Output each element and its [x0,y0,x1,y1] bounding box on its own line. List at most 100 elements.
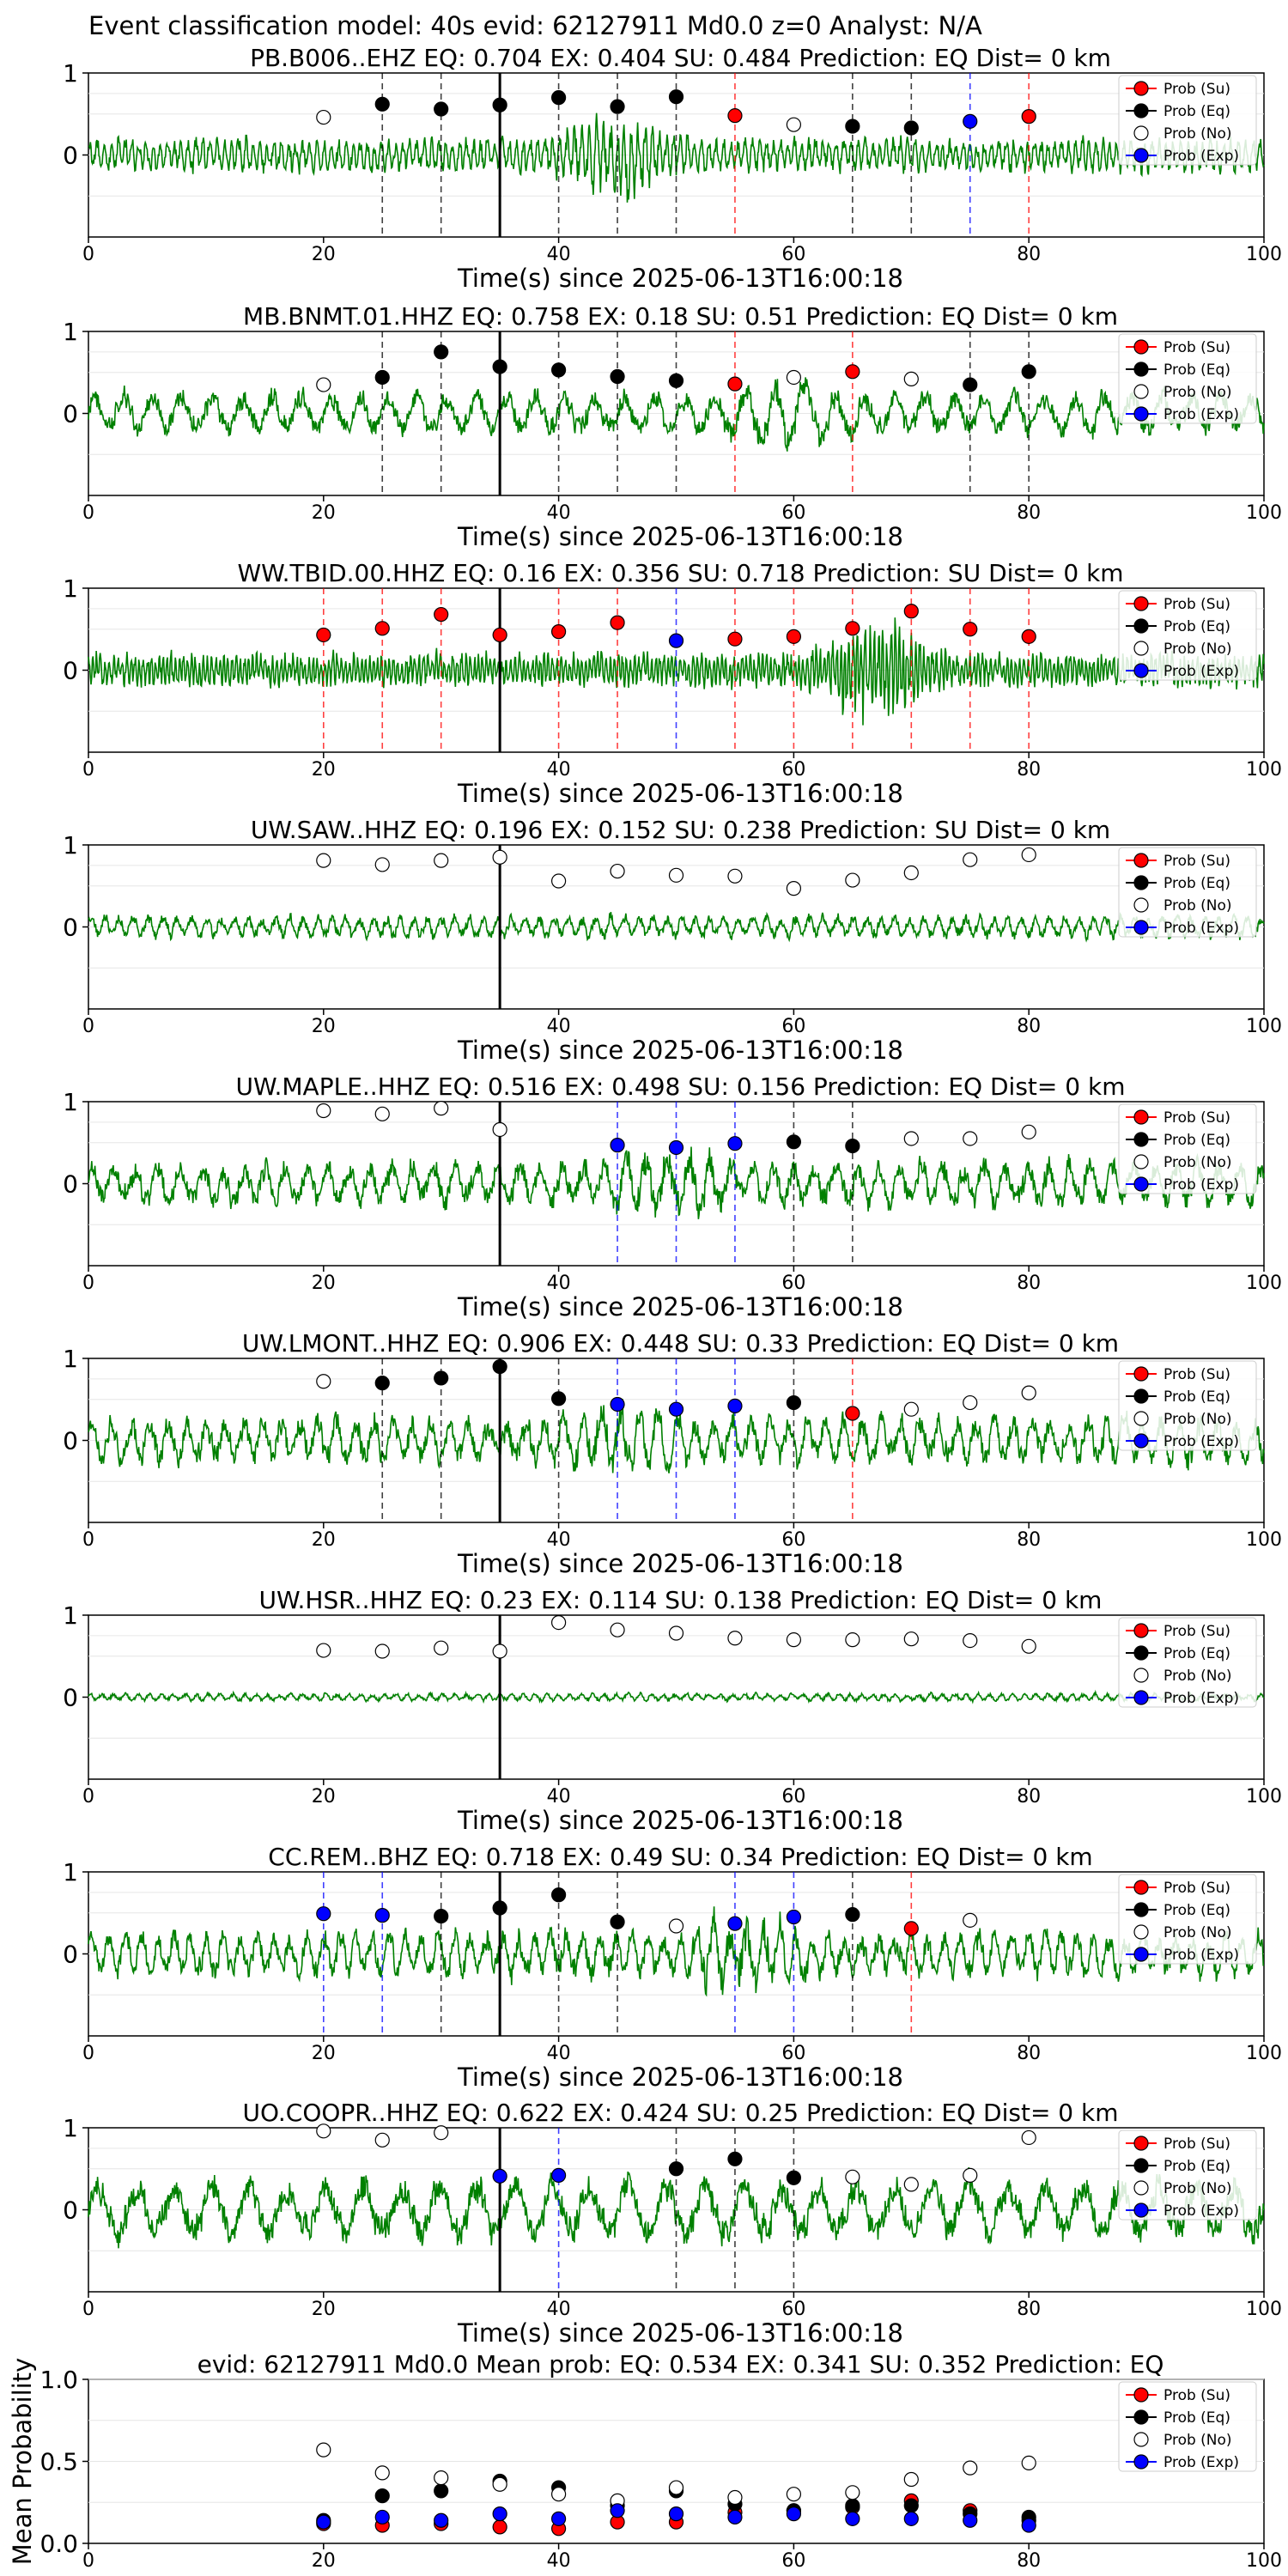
prob-marker-no [316,1374,331,1389]
prob-marker-no [434,2125,449,2141]
prob-marker-eq [845,118,860,134]
legend-marker-su [1133,81,1149,96]
prob-marker-exp [668,1401,684,1417]
x-axis-label: Time(s) since 2025-06-13T16:00:18 [457,1292,903,1321]
legend-marker-exp [1133,406,1149,422]
x-tick-label: 0 [82,244,94,265]
legend-label-exp: Prob (Exp) [1163,1176,1239,1194]
x-tick-label: 40 [547,1016,571,1037]
y-tick-label: 0 [63,1170,78,1199]
x-tick-label: 80 [1017,1786,1041,1807]
legend-marker-exp [1133,1690,1149,1705]
x-tick-label: 20 [312,2043,336,2064]
y-tick-label: 1 [63,831,78,860]
prob-marker-no [845,872,860,888]
x-tick-label: 80 [1017,1016,1041,1037]
legend-label-exp: Prob (Exp) [1163,406,1239,423]
prob-marker-eq [492,97,507,112]
x-tick-label: 100 [1246,2043,1282,2064]
x-tick-label: 20 [312,759,336,781]
legend-marker-su [1133,1880,1149,1895]
x-tick-label: 20 [312,502,336,524]
prob-marker-no [610,1622,625,1637]
mean-marker-eq [434,2483,449,2499]
legend-label-exp: Prob (Exp) [1163,920,1239,937]
legend-label-no: Prob (No) [1163,125,1232,143]
x-tick-label: 60 [781,759,805,781]
prob-marker-eq [903,120,919,136]
legend-label-su: Prob (Su) [1163,1623,1230,1640]
y-tick-label: 0 [63,1427,78,1455]
x-tick-label: 80 [1017,2550,1041,2572]
x-tick-label: 80 [1017,759,1041,781]
x-tick-label: 40 [547,244,571,265]
mean-marker-eq [845,2498,860,2513]
x-tick-label: 60 [781,244,805,265]
prob-marker-su [550,624,567,640]
y-tick-label: 1 [63,574,78,603]
mean-marker-exp [492,2506,507,2522]
x-tick-label: 60 [781,1786,805,1807]
prob-marker-no [845,1632,860,1648]
prob-marker-eq [492,1900,507,1916]
prob-marker-no [492,1121,507,1138]
legend-box [1118,847,1257,938]
y-tick-label: 1 [63,2114,78,2142]
prob-marker-no [610,863,625,879]
prob-marker-no [316,1103,331,1119]
prob-marker-eq [610,99,625,114]
prob-marker-eq [786,1134,802,1150]
legend-label-exp: Prob (Exp) [1163,2454,1239,2471]
x-tick-label: 0 [82,2299,94,2320]
y-tick-label: 0 [63,1941,78,1969]
x-tick-label: 20 [312,1529,336,1551]
legend-label-su: Prob (Su) [1163,339,1230,356]
x-tick-label: 100 [1246,2299,1282,2320]
prob-marker-no [668,867,684,883]
panel-3: WW.TBID.00.HHZ EQ: 0.16 EX: 0.356 SU: 0.… [63,559,1282,808]
prob-marker-no [903,371,919,386]
prob-marker-eq [610,1914,625,1929]
x-tick-label: 60 [781,1273,805,1294]
prob-marker-su [1021,109,1036,125]
prob-marker-exp [727,1136,743,1151]
legend-label-no: Prob (No) [1163,1411,1232,1428]
panel-title: UO.COOPR..HHZ EQ: 0.622 EX: 0.424 SU: 0.… [242,2099,1118,2127]
legend-marker-exp [1133,1433,1149,1449]
panel-7: UW.HSR..HHZ EQ: 0.23 EX: 0.114 SU: 0.138… [63,1586,1282,1835]
legend-marker-no [1133,1668,1149,1683]
prob-marker-exp [668,633,684,648]
legend-label-eq: Prob (Eq) [1163,875,1230,892]
y-tick-label: 1.0 [39,2366,78,2394]
legend-label-su: Prob (Su) [1163,596,1230,613]
x-tick-label: 20 [312,2550,336,2572]
x-axis-label: Time(s) since 2025-06-13T16:00:18 [457,2318,903,2348]
y-tick-label: 1 [63,1088,78,1116]
mean-marker-no [1021,2455,1036,2471]
mean-marker-exp [727,2509,743,2525]
prob-marker-su [1021,629,1036,644]
mean-marker-exp [1021,2518,1036,2533]
prob-marker-no [550,873,567,889]
x-tick-label: 20 [312,244,336,265]
legend-marker-no [1133,1924,1149,1940]
mean-marker-exp [550,2511,567,2526]
legend-marker-exp [1133,2202,1149,2218]
figure-suptitle: Event classification model: 40s evid: 62… [88,11,982,40]
legend-label-no: Prob (No) [1163,2432,1232,2449]
y-tick-label: 0 [63,914,78,942]
legend-marker-eq [1133,618,1149,634]
x-axis-label: Time(s) since 2025-06-13T16:00:18 [457,1036,903,1065]
prob-marker-exp [727,1916,743,1931]
legend-label-eq: Prob (Eq) [1163,1388,1230,1406]
panel-6: UW.LMONT..HHZ EQ: 0.906 EX: 0.448 SU: 0.… [63,1329,1282,1578]
panels: PB.B006..EHZ EQ: 0.704 EX: 0.404 SU: 0.4… [8,44,1282,2572]
legend-marker-eq [1133,1388,1149,1404]
x-tick-label: 40 [547,1273,571,1294]
panel-title: PB.B006..EHZ EQ: 0.704 EX: 0.404 SU: 0.4… [250,44,1111,72]
x-tick-label: 100 [1246,1529,1282,1551]
legend-marker-exp [1133,663,1149,678]
y-tick-label: 0 [63,2196,78,2225]
x-tick-label: 60 [781,1529,805,1551]
legend-label-no: Prob (No) [1163,1668,1232,1685]
